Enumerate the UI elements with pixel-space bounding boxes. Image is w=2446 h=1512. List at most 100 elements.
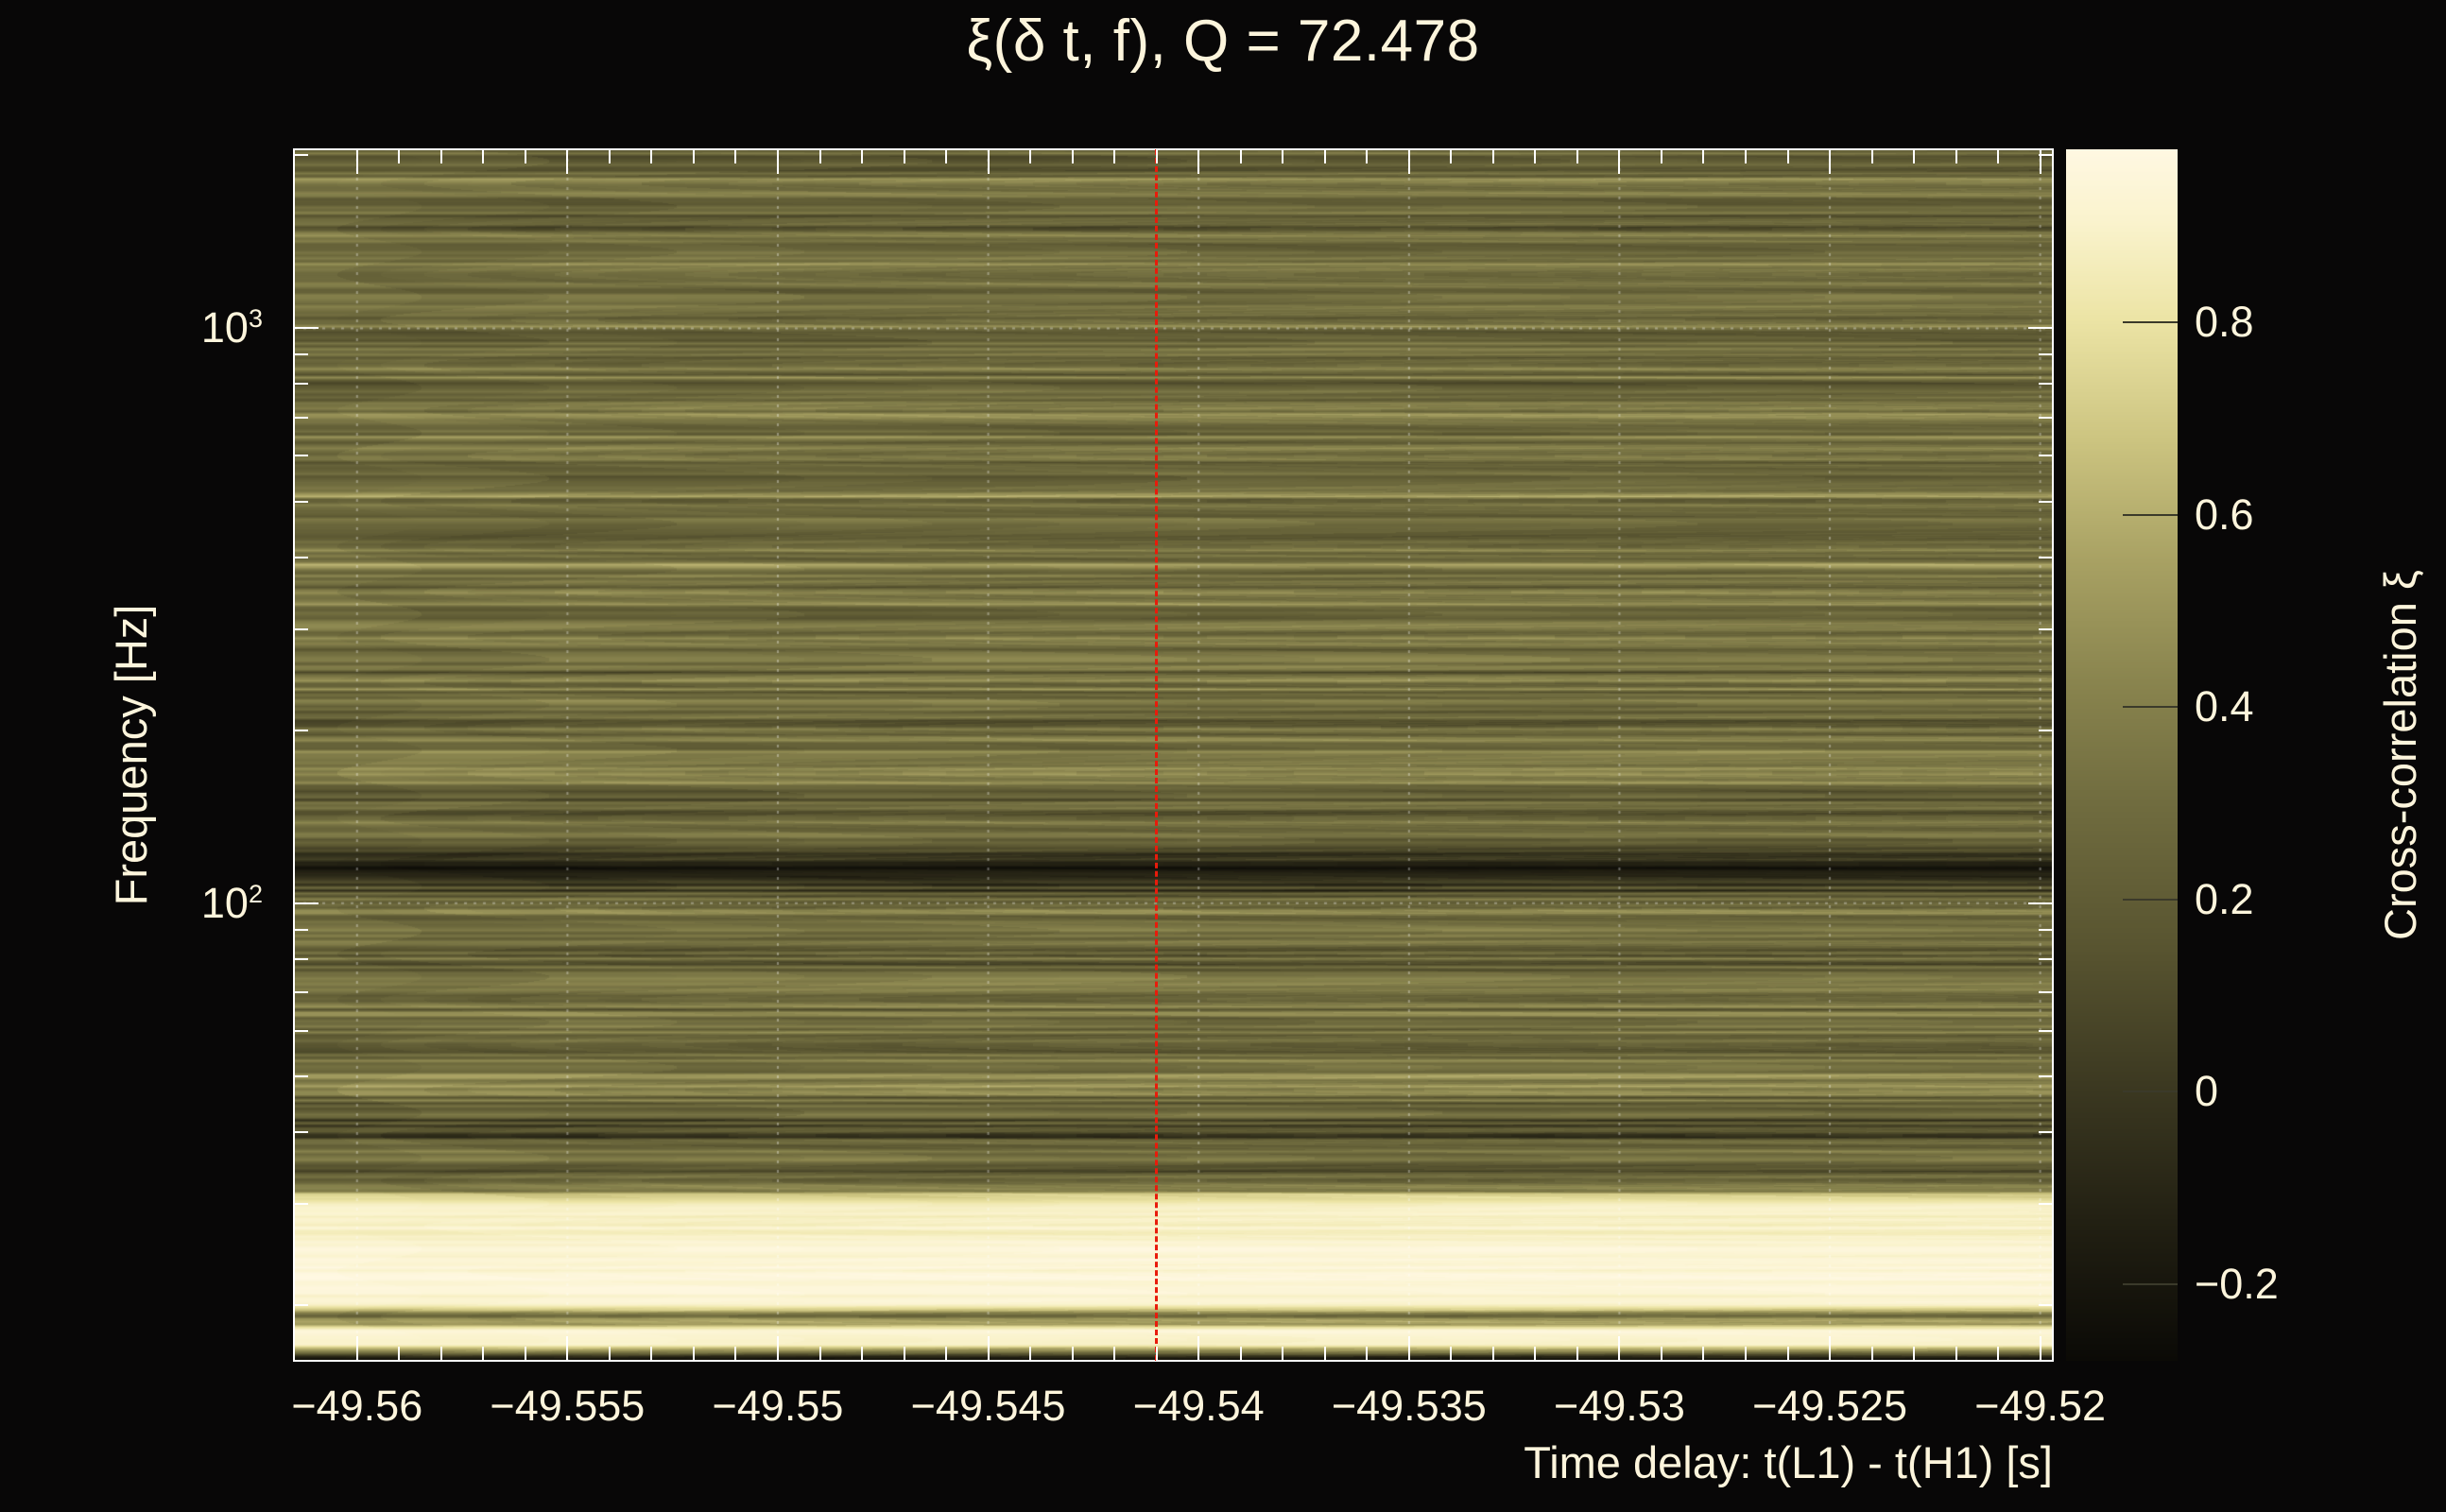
x-axis-tick (987, 1336, 990, 1361)
colorbar-tick (2123, 1282, 2178, 1285)
x-axis-tick-top (1618, 149, 1621, 174)
x-axis-title: Time delay: t(L1) - t(H1) [s] (1524, 1437, 2053, 1487)
x-axis-tick-label: −49.555 (490, 1382, 646, 1430)
x-axis-minor-tick (1491, 1347, 1494, 1361)
x-axis-minor-tick (1282, 1347, 1284, 1361)
colorbar-tick-label: −0.2 (2195, 1259, 2279, 1308)
colorbar-tick-label: 0.6 (2195, 490, 2254, 539)
x-axis-minor-tick (903, 1347, 905, 1361)
x-axis-minor-tick (398, 1347, 401, 1361)
y-axis-minor-tick-right (2039, 991, 2053, 994)
y-axis-minor-tick-right (2039, 928, 2053, 931)
x-axis-minor-tick (1660, 1347, 1662, 1361)
colorbar-gradient (2066, 149, 2178, 1361)
y-axis-minor-tick (294, 627, 308, 630)
y-axis-tick-right (2028, 902, 2053, 904)
y-axis-minor-tick (294, 1029, 308, 1032)
x-axis-minor-tick (1366, 1347, 1369, 1361)
x-axis-tick-top (355, 149, 358, 174)
x-axis-minor-tick (608, 1347, 611, 1361)
colorbar-tick-label: 0 (2195, 1067, 2219, 1116)
x-axis-minor-tick (1870, 1347, 1873, 1361)
y-axis-minor-tick (294, 556, 308, 558)
x-axis-minor-tick-top (1660, 149, 1662, 163)
x-axis-minor-tick-top (1913, 149, 1916, 163)
y-axis-minor-tick (294, 455, 308, 457)
x-axis-minor-tick-top (608, 149, 611, 163)
x-axis-tick-label: −49.56 (291, 1382, 423, 1430)
y-axis-minor-tick (294, 1304, 308, 1307)
x-axis-tick-label: −49.525 (1752, 1382, 1907, 1430)
x-axis-minor-tick (734, 1347, 737, 1361)
x-axis-minor-tick-top (524, 149, 526, 163)
y-axis-tick-right (2028, 327, 2053, 330)
x-axis-minor-tick-top (439, 149, 442, 163)
y-axis-minor-tick (294, 154, 308, 157)
x-axis-minor-tick (1534, 1347, 1537, 1361)
y-axis-minor-tick-right (2039, 455, 2053, 457)
y-axis-minor-tick-right (2039, 1074, 2053, 1077)
x-axis-tick-label: −49.535 (1331, 1382, 1487, 1430)
colorbar-tick-label: 0.2 (2195, 874, 2254, 923)
x-axis-minor-tick-top (1955, 149, 1957, 163)
y-axis-minor-tick (294, 729, 308, 731)
x-axis-tick-top (566, 149, 569, 174)
x-axis-minor-tick-top (1071, 149, 1074, 163)
y-axis-tick (294, 327, 319, 330)
y-axis-minor-tick (294, 1074, 308, 1077)
x-axis-minor-tick (945, 1347, 948, 1361)
x-axis-minor-tick-top (1576, 149, 1578, 163)
page-title: ξ(δ t, f), Q = 72.478 (966, 9, 1480, 74)
heatmap-plot-area[interactable] (294, 149, 2053, 1361)
y-axis-tick-label: 103 (200, 303, 263, 352)
x-axis-tick-label: −49.52 (1974, 1382, 2107, 1430)
x-axis-minor-tick (818, 1347, 821, 1361)
y-axis-minor-tick (294, 991, 308, 994)
x-axis-minor-tick (482, 1347, 485, 1361)
y-axis-minor-tick-right (2039, 1202, 2053, 1205)
y-axis-minor-tick (294, 500, 308, 503)
x-axis-minor-tick (1997, 1347, 2000, 1361)
x-axis-minor-tick-top (1239, 149, 1242, 163)
x-axis-tick-top (1407, 149, 1410, 174)
y-axis-minor-tick (294, 416, 308, 419)
x-axis-minor-tick (1239, 1347, 1242, 1361)
x-axis-minor-tick-top (1491, 149, 1494, 163)
x-axis-tick (1829, 1336, 1832, 1361)
x-axis-tick-label: −49.545 (910, 1382, 1066, 1430)
x-axis-tick-top (1829, 149, 1832, 174)
x-axis-minor-tick (439, 1347, 442, 1361)
heatmap-canvas (294, 149, 2053, 1361)
y-axis-minor-tick-right (2039, 416, 2053, 419)
y-axis-minor-tick-right (2039, 957, 2053, 960)
x-axis-minor-tick (1955, 1347, 1957, 1361)
y-axis-minor-tick (294, 928, 308, 931)
colorbar[interactable] (2066, 149, 2178, 1361)
x-axis-minor-tick-top (398, 149, 401, 163)
x-axis-minor-tick (1913, 1347, 1916, 1361)
x-axis-tick-top (1197, 149, 1200, 174)
x-axis-minor-tick-top (692, 149, 695, 163)
x-axis-minor-tick-top (1029, 149, 1032, 163)
x-axis-tick-top (987, 149, 990, 174)
x-axis-tick-top (2039, 149, 2041, 174)
y-axis-minor-tick (294, 1130, 308, 1133)
x-axis-minor-tick (1029, 1347, 1032, 1361)
x-axis-minor-tick-top (1282, 149, 1284, 163)
y-axis-tick (294, 902, 319, 904)
x-axis-minor-tick (1576, 1347, 1578, 1361)
x-axis-minor-tick-top (650, 149, 653, 163)
x-axis-minor-tick-top (1870, 149, 1873, 163)
colorbar-tick (2123, 513, 2178, 516)
y-axis-minor-tick-right (2039, 1130, 2053, 1133)
colorbar-tick (2123, 1091, 2178, 1093)
x-axis-minor-tick-top (903, 149, 905, 163)
y-axis-minor-tick-right (2039, 383, 2053, 386)
x-axis-tick (2039, 1336, 2041, 1361)
x-axis-minor-tick-top (1786, 149, 1789, 163)
x-axis-tick-top (776, 149, 779, 174)
x-axis-tick-label: −49.54 (1132, 1382, 1265, 1430)
y-axis-tick-label: 102 (200, 878, 263, 927)
y-axis-title: Frequency [Hz] (106, 604, 156, 906)
